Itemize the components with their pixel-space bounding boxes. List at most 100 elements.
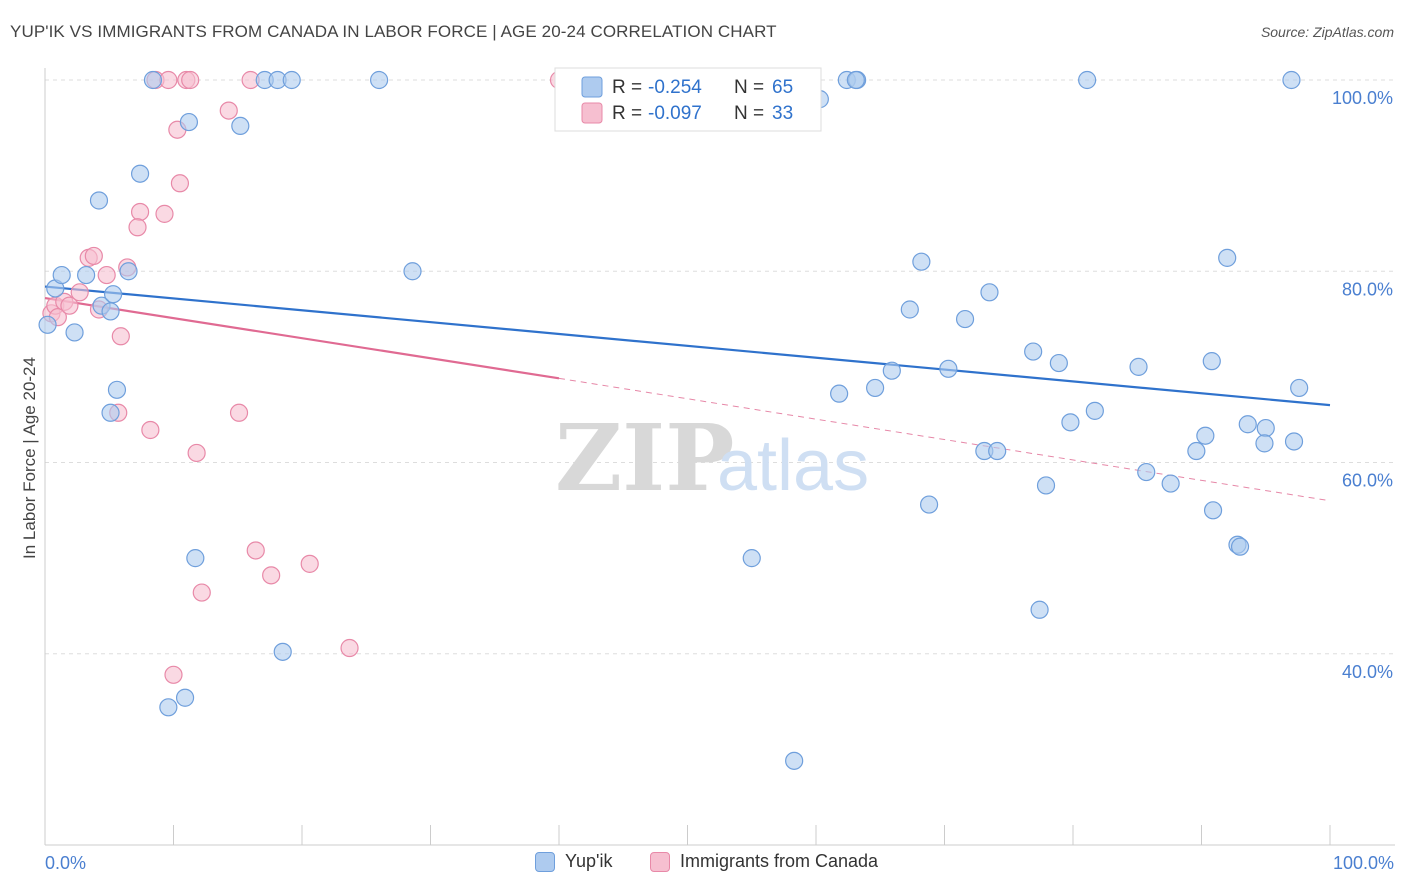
data-point-yupik xyxy=(273,642,292,661)
data-point-yupik xyxy=(955,309,975,329)
data-point-canada xyxy=(246,541,265,560)
y-tick-label: 100.0% xyxy=(1332,88,1393,108)
watermark: ZIP atlas xyxy=(555,404,869,512)
stats-n-label-pink: N = xyxy=(734,103,764,124)
data-point-yupik xyxy=(231,116,250,136)
data-point-canada xyxy=(229,403,249,422)
source-credit: Source: ZipAtlas.com xyxy=(1260,24,1394,40)
data-point-yupik xyxy=(1202,352,1221,371)
legend-label-canada: Immigrants from Canada xyxy=(680,851,879,871)
data-point-canada xyxy=(159,70,178,90)
x-tick-label: 0.0% xyxy=(45,853,86,873)
data-point-canada xyxy=(181,70,200,90)
data-point-yupik xyxy=(1203,501,1223,520)
data-point-yupik xyxy=(742,549,761,568)
data-point-canada xyxy=(60,296,79,315)
data-point-yupik xyxy=(1085,401,1104,420)
bottom-legend: Yup'ik Immigrants from Canada xyxy=(0,851,1406,877)
data-point-yupik xyxy=(104,285,123,304)
data-point-yupik xyxy=(370,70,389,90)
legend-item-yupik[interactable]: Yup'ik xyxy=(535,851,612,872)
data-point-yupik xyxy=(1036,476,1056,495)
data-point-yupik xyxy=(403,262,422,281)
stats-r-value-blue: -0.254 xyxy=(648,77,702,98)
data-point-yupik xyxy=(65,323,84,342)
data-point-yupik xyxy=(175,688,195,707)
data-point-yupik xyxy=(119,262,138,281)
data-point-yupik xyxy=(1161,474,1180,493)
trend-line-yupik xyxy=(44,285,1331,407)
legend-label-yupik: Yup'ik xyxy=(565,851,613,871)
data-point-yupik xyxy=(38,315,57,334)
data-point-yupik xyxy=(866,378,885,398)
data-point-yupik xyxy=(52,265,71,285)
data-point-canada xyxy=(300,554,319,573)
stats-legend-swatch-blue xyxy=(581,76,603,98)
data-point-yupik xyxy=(1061,413,1080,432)
stats-n-value-pink: 33 xyxy=(772,103,793,124)
legend-item-canada[interactable]: Immigrants from Canada xyxy=(650,851,878,872)
data-point-yupik xyxy=(1187,441,1206,461)
y-tick-label: 80.0% xyxy=(1342,279,1393,299)
data-point-yupik xyxy=(143,70,163,90)
data-point-yupik xyxy=(1129,357,1148,376)
data-point-canada xyxy=(340,638,359,658)
data-point-yupik xyxy=(846,70,865,90)
data-point-canada xyxy=(219,101,238,120)
stats-n-value-blue: 65 xyxy=(772,77,793,98)
data-point-yupik xyxy=(101,302,120,321)
data-point-canada xyxy=(192,583,211,602)
data-point-canada xyxy=(141,420,160,440)
data-point-yupik xyxy=(900,300,919,319)
data-point-yupik xyxy=(159,698,178,717)
y-tick-label: 40.0% xyxy=(1342,662,1393,682)
data-point-yupik xyxy=(988,441,1007,461)
data-point-yupik xyxy=(912,252,931,271)
data-point-yupik xyxy=(919,495,939,514)
watermark-atlas: atlas xyxy=(717,426,869,506)
data-point-canada xyxy=(128,218,147,237)
watermark-zip: ZIP xyxy=(555,404,734,512)
data-point-yupik xyxy=(1030,600,1049,619)
data-point-yupik xyxy=(1255,434,1274,453)
trend-line-canada xyxy=(44,296,560,380)
data-point-yupik xyxy=(1049,353,1068,373)
data-point-yupik xyxy=(980,283,999,302)
data-point-yupik xyxy=(130,164,150,183)
data-point-yupik xyxy=(179,112,199,132)
data-point-canada xyxy=(187,443,206,463)
data-point-canada xyxy=(155,204,174,223)
data-point-yupik xyxy=(1137,462,1156,482)
data-point-yupik xyxy=(882,361,901,380)
data-point-yupik xyxy=(830,384,849,403)
legend-swatch-pink xyxy=(650,851,670,872)
data-point-canada xyxy=(111,327,130,346)
data-point-yupik xyxy=(1230,537,1250,556)
y-tick-label: 60.0% xyxy=(1342,471,1393,491)
data-point-yupik xyxy=(1078,70,1097,90)
data-point-yupik xyxy=(1282,70,1301,90)
stats-r-value-pink: -0.097 xyxy=(648,103,702,124)
data-point-yupik xyxy=(282,70,301,90)
data-point-yupik xyxy=(186,549,205,568)
data-point-yupik xyxy=(1290,378,1309,398)
data-point-yupik xyxy=(785,751,804,770)
data-point-yupik xyxy=(939,359,958,378)
data-point-yupik xyxy=(1256,418,1275,438)
data-point-yupik xyxy=(107,380,127,399)
data-point-yupik xyxy=(77,265,96,285)
data-point-yupik xyxy=(1284,432,1304,451)
data-point-canada xyxy=(70,283,89,302)
chart-title: YUP'IK VS IMMIGRANTS FROM CANADA IN LABO… xyxy=(10,22,777,41)
data-point-canada xyxy=(130,202,150,222)
trend-line-canada-extension xyxy=(558,377,1331,502)
y-axis-title: In Labor Force | Age 20-24 xyxy=(20,357,39,559)
stats-legend: R = -0.254 N = 65 R = -0.097 N = 33 xyxy=(554,67,822,132)
data-point-canada xyxy=(97,265,116,285)
data-point-yupik xyxy=(1196,426,1215,445)
data-point-yupik xyxy=(1238,415,1257,434)
data-point-yupik xyxy=(1218,248,1237,267)
data-point-yupik xyxy=(89,191,109,210)
data-point-yupik xyxy=(1024,342,1043,361)
